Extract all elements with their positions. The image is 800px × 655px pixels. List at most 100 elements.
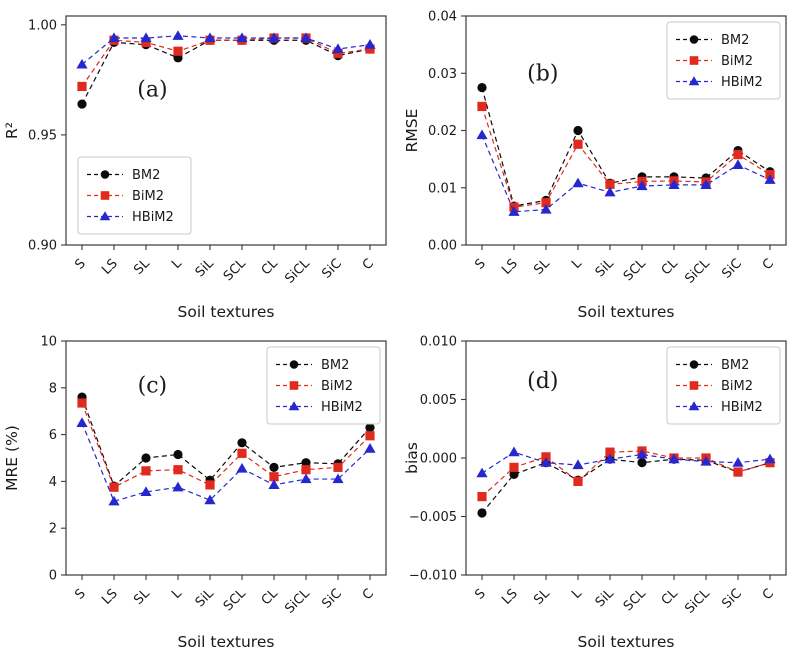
marker-triangle — [572, 459, 584, 470]
plot-area — [65, 340, 387, 576]
marker-square — [77, 398, 87, 408]
series-line-BiM2 — [81, 402, 371, 489]
x-tick-label: LS — [499, 586, 521, 608]
marker-triangle — [140, 32, 152, 43]
marker-triangle — [268, 32, 280, 43]
x-tick-label: SL — [131, 256, 153, 278]
y-axis-label: MRE (%) — [3, 425, 21, 491]
x-tick-label: SiCL — [682, 256, 713, 287]
y-tick-label: 0.01 — [428, 181, 457, 196]
marker-triangle — [140, 486, 152, 497]
legend-label: BM2 — [721, 33, 749, 48]
marker-triangle — [76, 58, 88, 69]
x-tick-label: SCL — [221, 256, 250, 285]
legend-label: BM2 — [721, 358, 749, 373]
marker-triangle — [688, 76, 700, 86]
marker-triangle — [604, 186, 616, 197]
panel-letter: (c) — [138, 373, 168, 398]
marker-circle — [237, 438, 247, 448]
marker-circle — [477, 508, 487, 518]
marker-triangle — [99, 211, 111, 221]
x-tick-label: S — [472, 586, 488, 602]
marker-square — [573, 476, 583, 486]
x-tick-label: SiL — [193, 256, 218, 281]
marker-circle — [269, 462, 279, 472]
marker-triangle — [668, 453, 680, 464]
panel-letter: (d) — [527, 369, 558, 394]
marker-circle — [689, 360, 699, 369]
marker-square — [173, 465, 183, 475]
legend-label: HBiM2 — [132, 210, 174, 225]
marker-circle — [365, 422, 375, 433]
y-tick-label: 1.00 — [28, 18, 57, 33]
x-tick-label: CL — [659, 256, 682, 279]
marker-square — [289, 381, 299, 390]
marker-triangle — [732, 159, 744, 169]
marker-triangle — [288, 401, 300, 411]
y-tick-label: 0.95 — [28, 128, 57, 143]
y-tick-label: −0.005 — [409, 510, 457, 525]
marker-square — [173, 46, 183, 56]
marker-triangle — [300, 32, 312, 43]
series-line-BM2 — [481, 87, 771, 207]
x-tick-label: SiL — [193, 586, 218, 611]
y-axis-label: R² — [3, 122, 21, 139]
marker-square — [141, 466, 151, 476]
y-axis-label: RMSE — [403, 109, 421, 153]
marker-square — [269, 472, 279, 482]
marker-circle — [477, 82, 487, 93]
panel-c-mre: 0 2 4 6 8 10 S LS SL L SiL SCL CL SiCL SiC C Soil textur… — [0, 325, 400, 655]
marker-square — [301, 465, 311, 475]
x-tick-label: C — [760, 586, 777, 603]
y-tick-label: 0.010 — [420, 335, 457, 350]
series-line-HBiM2 — [81, 422, 371, 503]
x-tick-label: L — [169, 256, 185, 272]
y-tick-label: 0.005 — [420, 393, 457, 408]
x-tick-label: SiL — [593, 586, 618, 611]
legend-label: HBiM2 — [721, 400, 763, 415]
marker-square — [733, 149, 743, 160]
x-tick-label: SL — [131, 586, 153, 608]
x-tick-label: C — [360, 586, 377, 603]
marker-triangle — [332, 473, 344, 484]
panel-b-rmse: 0.00 0.01 0.02 0.03 0.04 S LS SL L SiL SCL CL SiCL Si… — [400, 0, 800, 325]
marker-circle — [289, 360, 299, 369]
series-line-BiM2 — [481, 106, 771, 208]
marker-circle — [141, 453, 151, 463]
series-line-HBiM2 — [481, 451, 771, 474]
x-tick-label: SCL — [221, 586, 250, 615]
x-tick-label: CL — [259, 256, 282, 279]
x-tick-label: SiC — [719, 586, 744, 611]
x-tick-label: L — [169, 586, 185, 602]
marker-triangle — [508, 446, 520, 457]
y-tick-label: 10 — [40, 335, 57, 350]
marker-triangle — [268, 479, 280, 490]
y-tick-label: −0.010 — [409, 569, 457, 584]
marker-triangle — [76, 417, 88, 427]
marker-triangle — [732, 457, 744, 467]
legend-label: HBiM2 — [721, 75, 763, 90]
marker-square — [205, 480, 215, 490]
legend-label: BiM2 — [132, 189, 164, 204]
marker-triangle — [204, 494, 216, 505]
marker-triangle — [688, 401, 700, 411]
y-tick-label: 4 — [49, 475, 57, 490]
x-tick-label: SCL — [621, 256, 650, 285]
legend-label: BM2 — [321, 358, 349, 373]
marker-circle — [301, 458, 311, 468]
x-tick-label: CL — [659, 586, 682, 609]
legend-label: BiM2 — [321, 379, 353, 394]
x-tick-label: LS — [99, 586, 121, 608]
y-tick-label: 0.02 — [428, 124, 457, 139]
x-tick-label: SiC — [319, 586, 344, 611]
marker-triangle — [332, 43, 344, 54]
marker-square — [333, 462, 343, 472]
y-tick-label: 0.03 — [428, 67, 457, 82]
panel-d-bias: −0.010 −0.005 0.000 0.005 0.010 S LS SL L SiL SCL C… — [400, 325, 800, 655]
marker-circle — [573, 125, 583, 136]
marker-triangle — [700, 179, 712, 189]
marker-square — [109, 482, 119, 492]
marker-triangle — [764, 453, 776, 464]
y-tick-label: 0.00 — [428, 239, 457, 254]
marker-triangle — [108, 32, 120, 43]
